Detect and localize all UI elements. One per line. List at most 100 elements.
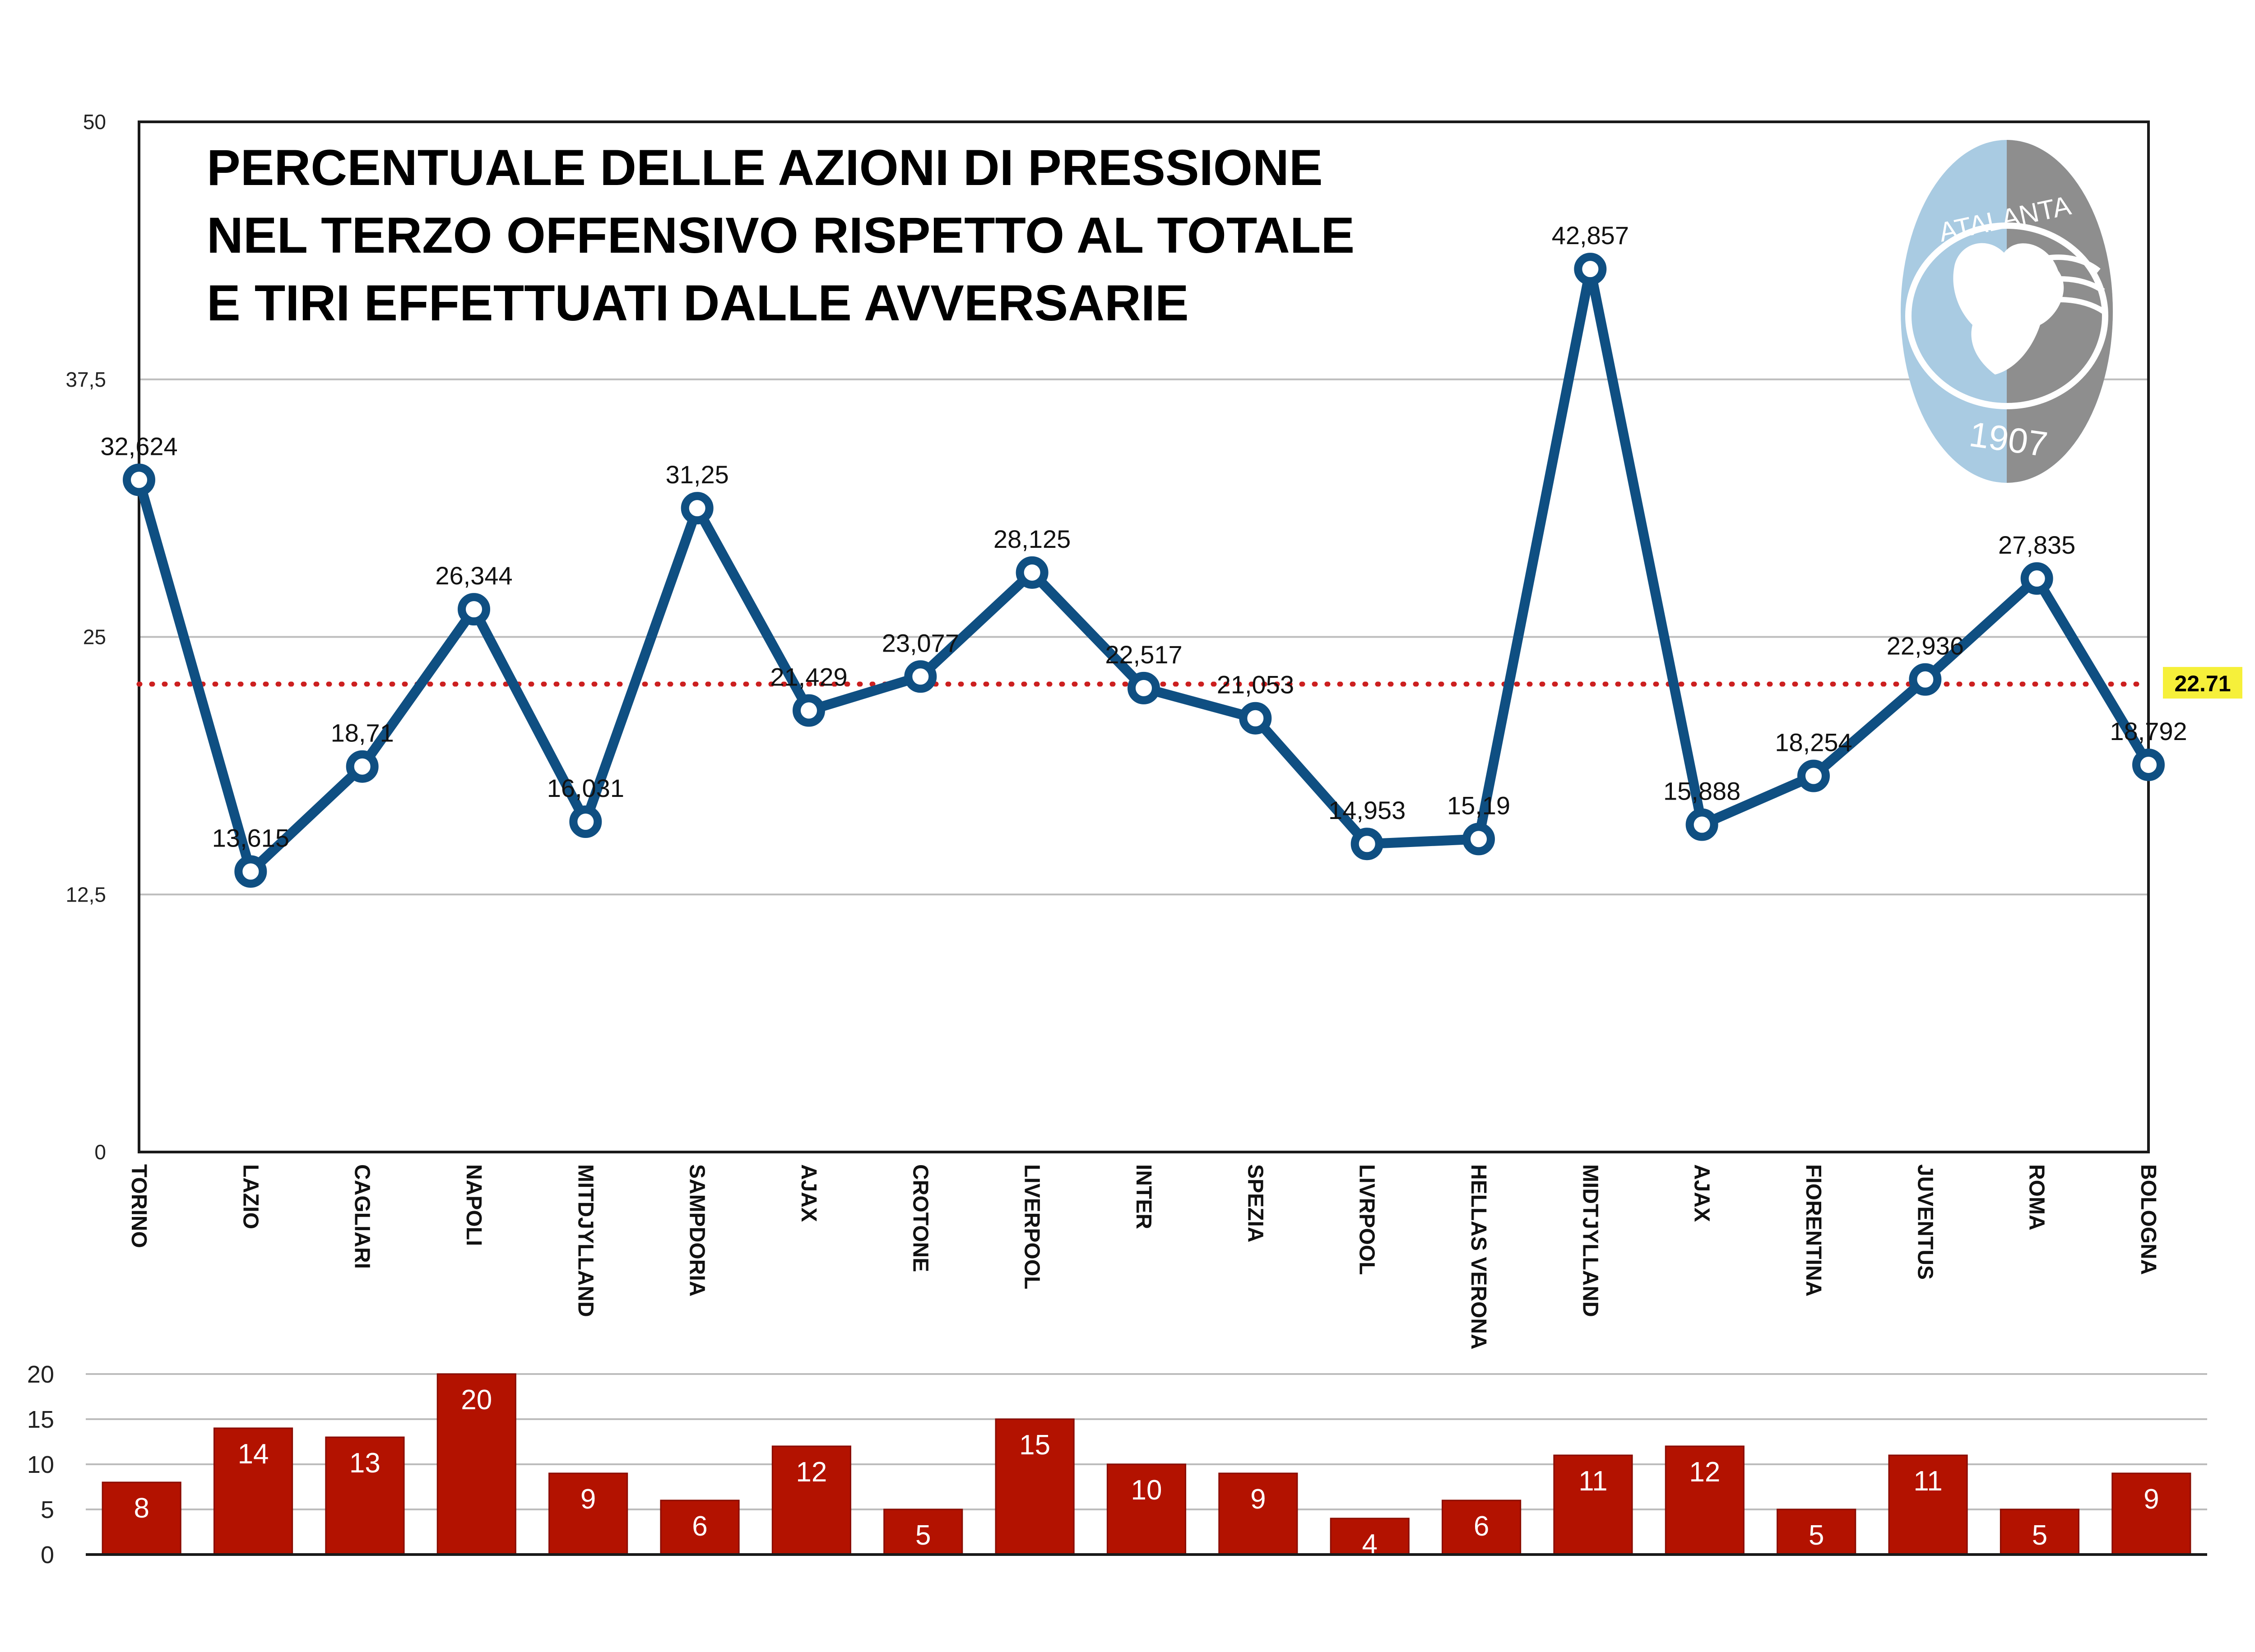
line-point bbox=[123, 463, 155, 496]
line-data-label: 28,125 bbox=[993, 525, 1071, 553]
bar-data-label: 6 bbox=[1474, 1511, 1489, 1542]
chart-title: PERCENTUALE DELLE AZIONI DI PRESSIONE NE… bbox=[207, 139, 1355, 331]
bar-y-tick-label: 0 bbox=[41, 1541, 54, 1569]
bar-data-label: 12 bbox=[1689, 1457, 1720, 1488]
bar-data-label: 9 bbox=[2144, 1484, 2159, 1515]
average-badge bbox=[2163, 667, 2242, 699]
bar-data-label: 10 bbox=[1131, 1475, 1162, 1506]
line-data-labels: 32,624 13,615 18,71 26,344 16,031 31,25 21,429… bbox=[100, 221, 2187, 852]
x-category-label: SPEZIA bbox=[1243, 1164, 1267, 1242]
bar-data-label: 5 bbox=[915, 1520, 931, 1551]
line-y-tick-label: 50 bbox=[83, 110, 106, 134]
bar bbox=[548, 1472, 628, 1555]
bar-data-label: 6 bbox=[692, 1511, 707, 1542]
line-point bbox=[1909, 663, 1942, 696]
bar-series-shots bbox=[102, 1373, 2191, 1555]
bar-data-label: 20 bbox=[461, 1384, 492, 1416]
line-data-label: 18,254 bbox=[1775, 728, 1852, 757]
bar bbox=[2111, 1472, 2191, 1555]
x-category-label: LAZIO bbox=[238, 1164, 262, 1229]
line-data-label: 18,792 bbox=[2110, 717, 2187, 745]
bar bbox=[771, 1445, 851, 1555]
x-category-label: CAGLIARI bbox=[350, 1164, 374, 1269]
bar bbox=[325, 1436, 405, 1555]
title-line-1: PERCENTUALE DELLE AZIONI DI PRESSIONE bbox=[207, 139, 1323, 196]
bar bbox=[1330, 1518, 1410, 1555]
line-y-tick-label: 37,5 bbox=[65, 368, 106, 391]
line-point bbox=[1016, 556, 1049, 589]
bar-data-label: 8 bbox=[134, 1493, 149, 1524]
line-point bbox=[1685, 808, 1718, 841]
bar-data-label: 9 bbox=[580, 1484, 596, 1515]
line-point bbox=[904, 660, 937, 693]
line-data-label: 21,429 bbox=[770, 663, 847, 691]
x-category-label: JUVENTUS bbox=[1913, 1164, 1937, 1280]
line-point bbox=[793, 694, 825, 727]
line-data-label: 14,953 bbox=[1328, 796, 1406, 824]
line-point bbox=[569, 805, 602, 838]
line-data-label: 21,053 bbox=[1217, 671, 1294, 699]
line-point bbox=[681, 492, 714, 525]
x-category-label: BOLOGNA bbox=[2136, 1164, 2160, 1275]
line-point bbox=[2020, 562, 2053, 595]
bar-data-label: 11 bbox=[1578, 1466, 1607, 1497]
x-category-label: LIVRPOOL bbox=[1355, 1164, 1379, 1275]
x-category-label: FIORENTINA bbox=[1801, 1164, 1825, 1296]
line-point bbox=[458, 593, 490, 626]
line-chart-frame bbox=[138, 120, 2150, 1153]
bar-y-tick-label: 10 bbox=[27, 1451, 54, 1478]
bar-chart-y-axis: 0 5 10 15 20 bbox=[27, 1361, 54, 1569]
bar-data-label: 5 bbox=[2032, 1520, 2047, 1551]
line-data-label: 23,077 bbox=[882, 629, 959, 657]
bar-data-label: 15 bbox=[1019, 1430, 1050, 1461]
line-data-label: 15,19 bbox=[1447, 791, 1510, 819]
line-y-tick-label: 0 bbox=[94, 1140, 106, 1164]
bar-data-label: 11 bbox=[1913, 1466, 1942, 1497]
line-data-label: 32,624 bbox=[100, 432, 177, 460]
bar bbox=[995, 1418, 1075, 1555]
line-point bbox=[1239, 702, 1272, 735]
x-category-label: AJAX bbox=[797, 1164, 821, 1222]
average-label: 22.71 bbox=[2174, 671, 2231, 696]
line-chart-y-axis: 0 12,5 25 37,5 50 bbox=[65, 110, 106, 1164]
bar-data-label: 5 bbox=[1809, 1520, 1824, 1551]
line-data-label: 15,888 bbox=[1663, 777, 1740, 805]
x-category-label: INTER bbox=[1132, 1164, 1155, 1229]
bar bbox=[660, 1499, 740, 1555]
x-category-label: NAPOLI bbox=[462, 1164, 486, 1246]
line-data-label: 18,71 bbox=[331, 719, 394, 747]
bar-data-label: 14 bbox=[238, 1439, 269, 1470]
bar bbox=[1888, 1454, 1968, 1555]
line-chart-grid bbox=[139, 378, 2148, 896]
bar-data-label: 12 bbox=[796, 1457, 827, 1488]
line-point bbox=[2132, 748, 2165, 781]
line-point bbox=[1574, 253, 1607, 286]
bar bbox=[1106, 1463, 1187, 1555]
bar-y-tick-label: 5 bbox=[41, 1496, 54, 1523]
line-y-tick-label: 12,5 bbox=[65, 883, 106, 906]
line-data-label: 31,25 bbox=[666, 460, 729, 489]
bar bbox=[1218, 1472, 1298, 1555]
x-category-label: CROTONE bbox=[908, 1164, 932, 1272]
x-category-label: MITDJYLLAND bbox=[573, 1164, 597, 1317]
line-data-label: 16,031 bbox=[547, 774, 624, 802]
bar bbox=[213, 1427, 293, 1555]
line-data-label: 27,835 bbox=[1998, 531, 2075, 559]
x-category-label: SAMPDORIA bbox=[685, 1164, 709, 1296]
title-line-2: NEL TERZO OFFENSIVO RISPETTO AL TOTALE bbox=[207, 207, 1355, 264]
line-data-label: 42,857 bbox=[1552, 221, 1629, 250]
x-category-label: AJAX bbox=[1690, 1164, 1714, 1222]
bar bbox=[1553, 1454, 1633, 1555]
bar bbox=[102, 1481, 181, 1555]
line-point bbox=[346, 750, 379, 783]
line-point bbox=[234, 855, 267, 888]
title-line-3: E TIRI EFFETTUATI DALLE AVVERSARIE bbox=[207, 275, 1189, 331]
line-y-tick-label: 25 bbox=[83, 625, 106, 649]
line-data-label: 22,936 bbox=[1887, 632, 1964, 660]
line-points bbox=[123, 253, 2165, 888]
x-category-label: ROMA bbox=[2025, 1164, 2049, 1231]
bar-y-tick-label: 20 bbox=[27, 1361, 54, 1388]
